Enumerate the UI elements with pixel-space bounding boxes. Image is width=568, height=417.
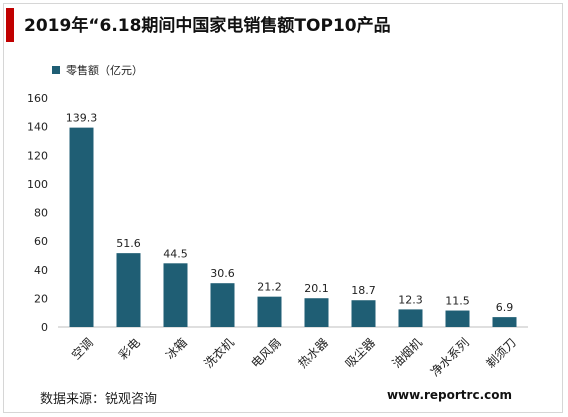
value-label: 18.7 [351, 284, 376, 297]
y-tick-label: 80 [34, 207, 48, 220]
category-label: 剃须刀 [483, 335, 518, 370]
bar-油烟机 [398, 309, 423, 327]
data-source: 数据来源：锐观咨询 [40, 392, 158, 407]
category-label: 空调 [69, 335, 96, 362]
y-tick-label: 160 [27, 92, 48, 105]
bar-彩电 [116, 253, 141, 327]
category-label: 热水器 [295, 335, 330, 370]
y-tick-label: 140 [27, 121, 48, 134]
category-label: 洗衣机 [201, 335, 237, 371]
bar-冰箱 [163, 263, 188, 327]
value-label: 6.9 [496, 301, 514, 314]
category-label: 冰箱 [162, 335, 190, 363]
category-label: 吸尘器 [342, 335, 377, 370]
website-url: www.reportrc.com [386, 388, 512, 402]
y-tick-label: 100 [27, 178, 48, 191]
y-tick-label: 20 [34, 292, 48, 305]
value-label: 30.6 [210, 267, 235, 280]
value-label: 51.6 [116, 237, 141, 250]
value-label: 21.2 [257, 281, 282, 294]
bar-剃须刀 [492, 317, 517, 327]
bar-热水器 [304, 298, 329, 327]
y-tick-label: 0 [41, 321, 48, 334]
title-accent-bar [6, 8, 14, 42]
value-label: 20.1 [304, 282, 329, 295]
category-label: 电风扇 [248, 335, 284, 371]
chart-title: 2019年“6.18期间中国家电销售额TOP10产品 [24, 16, 391, 36]
value-label: 11.5 [445, 295, 470, 308]
legend: 零售额（亿元） [52, 62, 143, 78]
value-label: 139.3 [66, 112, 98, 125]
legend-swatch [52, 66, 60, 74]
y-tick-label: 120 [27, 149, 48, 162]
y-tick-label: 60 [34, 235, 48, 248]
category-label: 彩电 [116, 335, 143, 362]
bar-净水系列 [445, 310, 470, 327]
bar-洗衣机 [210, 283, 235, 327]
value-label: 12.3 [398, 293, 423, 306]
bar-吸尘器 [351, 300, 376, 327]
legend-label: 零售额（亿元） [66, 64, 143, 77]
value-label: 44.5 [163, 247, 188, 260]
bar-空调 [69, 127, 94, 327]
chart-frame [3, 3, 563, 413]
category-label: 油烟机 [389, 335, 424, 370]
category-label: 净水系列 [428, 335, 472, 379]
y-tick-label: 40 [34, 264, 48, 277]
bar-电风扇 [257, 296, 282, 327]
